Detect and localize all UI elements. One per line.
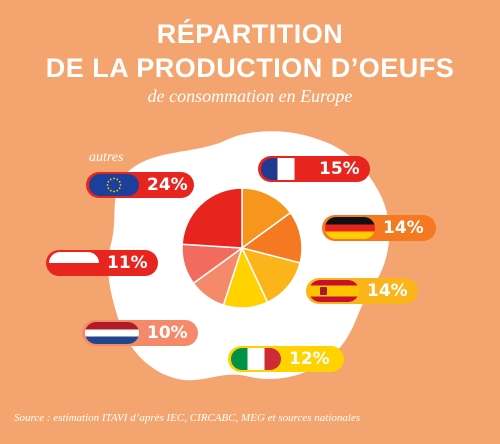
eu-flag [89,174,139,196]
eu-stars-icon [106,177,122,193]
eu-star-icon [119,184,122,186]
pie-slice-france [241,187,292,250]
eu-star-icon [106,184,109,186]
eu-star-icon [118,187,121,190]
legend-pill-poland: 11% [46,250,158,276]
slice-label: 12% [289,349,330,369]
pie-slice-eu [181,187,243,249]
slice-label: 24% [147,175,188,195]
eu-star-icon [107,180,110,183]
chart-title-line1: RÉPARTITION [156,19,344,49]
pie-slice-germany [240,211,303,264]
slice-label: 15% [319,159,360,179]
slice-label: 14% [367,281,408,301]
poland-flag [49,252,99,274]
eu-star-icon [118,180,121,183]
source-note: Source : estimation ITAVI d’après IEC, C… [14,412,361,424]
germany-flag [325,217,375,239]
eu-star-icon [113,190,115,193]
legend-pill-netherlands: 10% [82,320,198,346]
chart-title-line2: DE LA PRODUCTION D’OEUFS [45,53,455,83]
slice-label: 10% [147,323,188,343]
legend-pill-eu: 24% [86,172,194,198]
spain-flag [309,280,359,302]
legend-pill-italy: 12% [228,346,344,372]
eu-star-icon [109,189,112,192]
pie-slice-spain [240,246,302,304]
eu-star-icon [113,177,115,180]
france-flag [261,158,311,180]
eu-star-icon [107,187,110,190]
legend-pill-france: 15% [258,156,370,182]
spain-coat-of-arms-icon [320,287,327,295]
eu-star-icon [109,178,112,181]
slice-label: 11% [107,253,148,273]
slice-label: 14% [383,218,424,238]
chart-subtitle: de consommation en Europe [147,86,353,106]
netherlands-flag [85,322,139,344]
italy-flag [231,348,281,370]
autres-label: autres [89,150,124,165]
legend-pill-germany: 14% [322,215,436,241]
legend-pill-spain: 14% [306,278,418,304]
eu-star-icon [116,178,119,181]
eu-star-icon [116,189,119,192]
